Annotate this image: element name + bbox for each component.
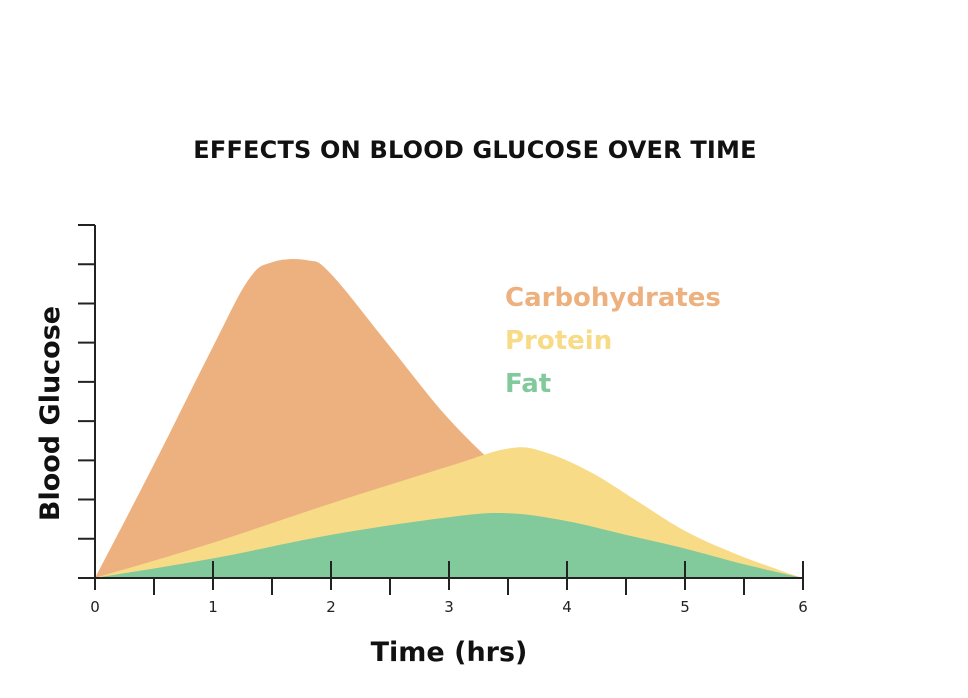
x-tick-label: 1 [208, 598, 218, 616]
legend-item-carbohydrates: Carbohydrates [505, 283, 721, 313]
x-tick-label: 6 [798, 598, 808, 616]
x-tick-label: 0 [90, 598, 100, 616]
x-tick-label: 3 [444, 598, 454, 616]
tick-layer: 0 1 2 3 4 5 6 [78, 224, 808, 616]
area-fat [95, 513, 803, 578]
legend-item-fat: Fat [505, 369, 551, 399]
x-tick-label: 5 [680, 598, 690, 616]
legend-item-protein: Protein [505, 326, 612, 356]
x-tick-label: 4 [562, 598, 572, 616]
area-layer [95, 259, 803, 578]
legend: Carbohydrates Protein Fat [505, 283, 721, 399]
x-tick-label: 2 [326, 598, 336, 616]
x-axis-label: Time (hrs) [371, 637, 528, 668]
y-axis-label: Blood Glucose [35, 306, 66, 521]
chart-title: EFFECTS ON BLOOD GLUCOSE OVER TIME [193, 136, 757, 164]
axes-layer [78, 225, 804, 579]
